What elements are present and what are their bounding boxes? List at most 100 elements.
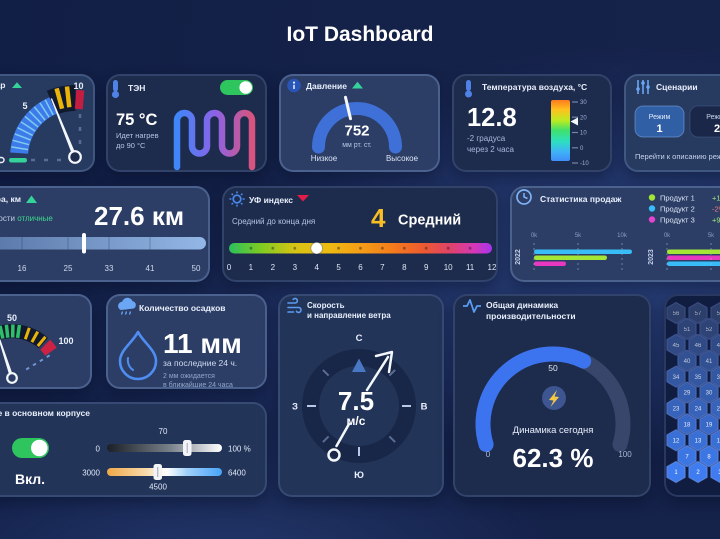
svg-text:Скорость: Скорость — [307, 301, 345, 310]
svg-text:52: 52 — [706, 327, 713, 333]
svg-text:12: 12 — [488, 263, 497, 272]
svg-text:7.5: 7.5 — [338, 386, 374, 416]
svg-text:З: З — [292, 402, 298, 413]
svg-text:1: 1 — [656, 123, 662, 135]
svg-text:0: 0 — [227, 263, 232, 272]
svg-text:Сценарии: Сценарии — [656, 82, 698, 92]
svg-text:и направление ветра: и направление ветра — [307, 311, 391, 320]
svg-text:Ю: Ю — [354, 470, 364, 481]
svg-text:57: 57 — [695, 311, 702, 317]
svg-text:10: 10 — [73, 81, 83, 91]
svg-text:производительности: производительности — [486, 311, 576, 321]
svg-text:12: 12 — [673, 438, 680, 444]
svg-text:Количество осадков: Количество осадков — [139, 303, 226, 313]
svg-text:0: 0 — [486, 450, 491, 459]
svg-text:100: 100 — [618, 450, 632, 459]
svg-text:4: 4 — [371, 203, 386, 233]
svg-text:0k: 0k — [664, 233, 671, 239]
svg-text:Продукт 1: Продукт 1 — [660, 194, 695, 203]
svg-text:4500: 4500 — [149, 483, 167, 492]
svg-text:19: 19 — [706, 423, 713, 429]
svg-text:4: 4 — [314, 263, 319, 272]
svg-text:36: 36 — [717, 375, 720, 381]
svg-text:20: 20 — [580, 116, 587, 122]
svg-text:за последние 24 ч.: за последние 24 ч. — [163, 358, 237, 368]
svg-text:Средний: Средний — [398, 213, 461, 229]
svg-text:Продукт 2: Продукт 2 — [660, 205, 695, 214]
svg-text:23: 23 — [673, 407, 680, 413]
svg-text:0: 0 — [96, 445, 101, 454]
svg-text:10: 10 — [444, 263, 453, 272]
svg-text:5k: 5k — [575, 233, 582, 239]
svg-text:0k: 0k — [531, 233, 538, 239]
svg-text:40: 40 — [684, 359, 691, 365]
svg-text:м/с: м/с — [347, 414, 366, 428]
svg-text:Средний до конца дня: Средний до конца дня — [232, 217, 315, 226]
svg-text:2: 2 — [714, 123, 720, 135]
svg-text:Режим: Режим — [649, 114, 671, 121]
svg-text:35: 35 — [695, 375, 702, 381]
svg-text:3: 3 — [718, 470, 720, 476]
svg-text:12.8: 12.8 — [467, 104, 517, 132]
svg-text:Давление, бар: Давление, бар — [0, 80, 6, 90]
svg-text:51: 51 — [684, 327, 691, 333]
svg-text:2023: 2023 — [648, 249, 655, 265]
svg-text:27.6 км: 27.6 км — [94, 201, 184, 231]
svg-text:1: 1 — [249, 263, 254, 272]
svg-text:7: 7 — [380, 263, 385, 272]
svg-text:-10: -10 — [580, 161, 589, 167]
svg-text:50: 50 — [548, 363, 558, 373]
svg-text:в ближайшие 24 часа: в ближайшие 24 часа — [163, 381, 233, 389]
svg-text:13: 13 — [695, 438, 702, 444]
svg-text:16: 16 — [18, 264, 27, 273]
svg-text:2: 2 — [271, 263, 276, 272]
svg-text:14: 14 — [717, 438, 720, 444]
svg-text:до 90 °C: до 90 °C — [116, 141, 146, 150]
svg-text:47: 47 — [717, 343, 720, 349]
svg-text:50: 50 — [192, 264, 201, 273]
svg-text:25: 25 — [64, 264, 73, 273]
svg-text:62.3 %: 62.3 % — [513, 443, 594, 473]
svg-text:50: 50 — [7, 313, 17, 323]
svg-text:45: 45 — [673, 343, 680, 349]
svg-text:3000: 3000 — [82, 469, 100, 478]
svg-text:С: С — [356, 333, 363, 344]
svg-text:8: 8 — [707, 454, 711, 460]
svg-text:11 мм: 11 мм — [163, 328, 242, 359]
svg-text:25: 25 — [717, 407, 720, 413]
svg-text:10k: 10k — [617, 233, 628, 239]
svg-text:Высокое: Высокое — [386, 154, 419, 163]
svg-text:Температура воздуха, °C: Температура воздуха, °C — [482, 82, 587, 92]
svg-text:Продукт 3: Продукт 3 — [660, 216, 695, 225]
svg-text:30: 30 — [706, 391, 713, 397]
svg-text:2022: 2022 — [515, 249, 522, 265]
svg-text:56: 56 — [673, 311, 680, 317]
svg-text:41: 41 — [146, 264, 155, 273]
svg-text:Общая динамика: Общая динамика — [486, 300, 558, 310]
svg-text:2: 2 — [696, 470, 700, 476]
svg-text:7: 7 — [685, 454, 689, 460]
svg-text:46: 46 — [695, 343, 702, 349]
svg-text:Дальность обзора, км: Дальность обзора, км — [0, 194, 21, 204]
svg-text:33: 33 — [105, 264, 114, 273]
svg-text:В: В — [421, 402, 428, 413]
svg-text:Перейти к описанию режимов: Перейти к описанию режимов — [635, 152, 720, 161]
svg-text:мм рт. ст.: мм рт. ст. — [342, 142, 372, 149]
svg-text:30: 30 — [580, 100, 587, 106]
svg-text:6400: 6400 — [228, 469, 246, 478]
svg-text:100 %: 100 % — [228, 445, 251, 454]
svg-text:24: 24 — [695, 407, 702, 413]
svg-text:41: 41 — [706, 359, 713, 365]
svg-text:10: 10 — [580, 131, 587, 137]
svg-text:Вкл.: Вкл. — [15, 471, 45, 487]
svg-text:ТЭН: ТЭН — [128, 83, 145, 93]
svg-text:Статистика продаж: Статистика продаж — [540, 194, 622, 204]
svg-text:-2 градуса: -2 градуса — [467, 134, 506, 143]
svg-text:9: 9 — [424, 263, 429, 272]
svg-text:через 2 часа: через 2 часа — [467, 145, 515, 154]
svg-text:18: 18 — [684, 423, 691, 429]
svg-text:34: 34 — [673, 375, 680, 381]
svg-text:+14%: +14% — [712, 194, 720, 203]
svg-text:Освещение в основном корпусе: Освещение в основном корпусе — [0, 408, 90, 418]
svg-text:70: 70 — [159, 427, 168, 436]
